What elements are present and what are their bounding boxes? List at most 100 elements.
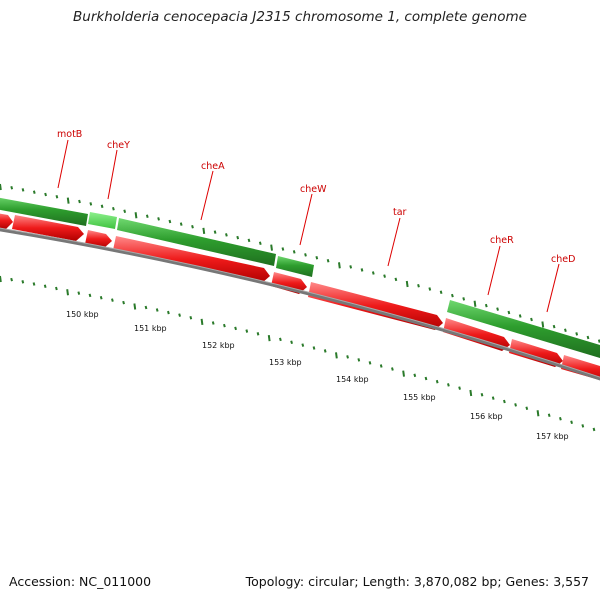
scale-label: 157 kbp xyxy=(536,432,569,441)
gene-arrow[interactable] xyxy=(12,215,84,241)
gene-arrow[interactable] xyxy=(276,256,314,277)
gc-tick xyxy=(247,238,251,243)
gc-tick xyxy=(189,315,193,320)
gene-label-cheW[interactable]: cheW xyxy=(300,184,327,195)
gc-tick xyxy=(200,318,204,325)
gene-label-cheY[interactable]: cheY xyxy=(107,140,130,151)
gc-tick xyxy=(167,310,170,315)
gene-label-cheD[interactable]: cheD xyxy=(551,254,575,265)
gc-tick xyxy=(157,217,160,221)
gc-tick xyxy=(245,329,249,333)
gc-tick xyxy=(480,393,484,397)
gene-label-motB[interactable]: motB xyxy=(57,129,82,140)
gene-label-cheR[interactable]: cheR xyxy=(490,235,514,246)
gene-arrow[interactable] xyxy=(113,236,270,283)
gc-tick xyxy=(32,282,36,286)
gc-tick xyxy=(326,259,330,263)
gc-tick xyxy=(155,308,159,312)
gc-tick xyxy=(473,300,477,307)
forward-strand-track xyxy=(0,196,600,358)
map-title: Burkholderia cenocepacia J2315 chromosom… xyxy=(73,9,527,25)
gc-tick xyxy=(503,399,506,404)
gc-tick xyxy=(44,192,47,197)
gc-tick xyxy=(315,256,319,260)
gc-tick xyxy=(458,386,461,390)
gc-tick xyxy=(144,305,148,310)
gc-tick xyxy=(43,284,47,288)
gc-tick xyxy=(586,335,590,340)
scale-label: 156 kbp xyxy=(470,412,503,421)
gc-tick xyxy=(413,373,417,378)
scale-label: 153 kbp xyxy=(269,358,302,367)
gc-tick xyxy=(111,298,114,302)
gc-tick xyxy=(66,197,70,204)
gc-tick xyxy=(383,274,386,278)
gene-arrow[interactable] xyxy=(0,196,88,226)
gc-tick xyxy=(394,277,398,282)
gene-arrow[interactable] xyxy=(447,300,600,358)
scale-label: 154 kbp xyxy=(336,375,369,384)
gc-tick xyxy=(202,227,206,235)
gc-tick xyxy=(564,328,567,332)
gc-tick xyxy=(536,410,540,417)
gc-tick xyxy=(88,293,92,298)
gc-tick xyxy=(191,224,194,229)
gene-arrow[interactable] xyxy=(271,272,307,294)
gc-tick xyxy=(112,207,115,211)
gc-tick xyxy=(225,233,228,237)
gc-tick xyxy=(179,222,183,226)
gc-tick xyxy=(570,420,573,425)
chromosome-backbone-highlight xyxy=(0,227,600,378)
gc-tick xyxy=(122,300,125,305)
gc-tick xyxy=(10,277,13,282)
gc-tick xyxy=(349,265,353,269)
gene-arrow[interactable] xyxy=(0,212,13,229)
gc-tick xyxy=(559,416,562,421)
gc-tick xyxy=(21,280,25,284)
gc-tick xyxy=(21,188,25,192)
gc-tick xyxy=(469,389,473,397)
gc-tick xyxy=(301,343,305,347)
gc-tick xyxy=(402,370,405,377)
gene-arrow[interactable] xyxy=(308,282,443,330)
gc-tick xyxy=(525,406,529,411)
gc-tick xyxy=(357,358,361,362)
gc-tick xyxy=(133,303,137,310)
gc-tick xyxy=(451,293,454,298)
chromosome-backbone xyxy=(0,227,600,381)
gc-tick xyxy=(32,190,36,194)
scale-label: 155 kbp xyxy=(403,393,436,402)
gene-arrow[interactable] xyxy=(88,212,117,229)
gc-tick xyxy=(77,291,81,295)
gc-tick xyxy=(0,275,2,283)
gc-tick xyxy=(335,352,338,359)
gc-tick xyxy=(547,413,551,417)
gc-tick xyxy=(55,195,59,199)
gc-tick xyxy=(134,212,138,219)
gene-arrow[interactable] xyxy=(509,339,563,367)
gc-tick xyxy=(55,286,58,291)
gc-tick xyxy=(100,204,104,209)
gc-tick xyxy=(211,321,215,325)
gc-tick xyxy=(236,235,240,240)
gc-tick xyxy=(78,199,81,204)
gc-tick xyxy=(518,314,522,318)
gene-labels: motB cheY cheA cheW tar cheR cheD xyxy=(57,129,575,313)
gc-tick xyxy=(213,230,217,234)
gc-tick xyxy=(484,303,488,308)
gc-tick xyxy=(258,241,262,246)
gc-tick xyxy=(178,313,181,317)
gc-tick xyxy=(281,247,285,251)
gc-tick xyxy=(145,214,149,219)
gc-tick xyxy=(234,326,237,331)
gene-arrow[interactable] xyxy=(117,218,276,266)
gc-tick xyxy=(447,383,450,387)
gene-label-tar[interactable]: tar xyxy=(393,207,407,218)
gene-label-cheA[interactable]: cheA xyxy=(201,161,225,172)
gc-tick xyxy=(338,262,341,269)
gc-tick xyxy=(323,349,327,353)
gc-tick xyxy=(491,396,495,400)
gene-arrow[interactable] xyxy=(85,230,112,248)
gc-tick xyxy=(66,289,69,296)
